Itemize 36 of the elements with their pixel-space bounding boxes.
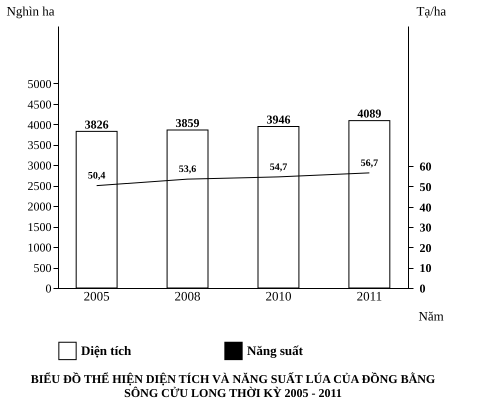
data-label: 53,6	[178, 164, 196, 176]
y-axis-title: Nghìn ha	[6, 4, 55, 18]
y-tick-label: 2500	[28, 179, 52, 194]
data-label: 3946	[266, 112, 290, 126]
y2-tick-label: 50	[420, 180, 432, 194]
y-tick-label: 0	[46, 282, 52, 296]
y2-tick-label: 40	[420, 200, 432, 214]
y-tick-label: 1000	[28, 240, 52, 255]
x-tick-label: 2011	[356, 288, 382, 304]
y2-axis-title: Tạ/ha	[416, 4, 446, 18]
y2-tick-label: 0	[420, 282, 426, 296]
data-label: 4089	[357, 106, 382, 121]
y-tick-label: 5000	[28, 76, 52, 91]
y-tick-label: 2000	[28, 200, 52, 214]
legend-label: Năng suất	[247, 342, 304, 358]
data-label: 3826	[84, 117, 109, 132]
y2-tick-label: 30	[420, 220, 432, 235]
y2-tick-label: 20	[420, 240, 432, 255]
y-tick-label: 4000	[28, 118, 52, 132]
y-tick-label: 1500	[28, 220, 52, 234]
y-tick-label: 500	[34, 261, 52, 276]
y2-tick-label: 60	[420, 160, 432, 174]
x-tick-label: 2008	[174, 288, 201, 304]
data-label: 3859	[176, 116, 200, 130]
y2-tick-label: 10	[420, 261, 432, 276]
y-tick-label: 3500	[28, 138, 52, 152]
legend-label: Diện tích	[81, 342, 132, 358]
x-tick-label: 2005	[84, 288, 110, 304]
x-axis-title: Năm	[418, 308, 444, 324]
data-label: 56,7	[360, 158, 378, 169]
y-tick-label: 3000	[28, 158, 52, 173]
data-label: 54,7	[270, 162, 288, 173]
y-tick-label: 4500	[28, 97, 52, 112]
data-label: 50,4	[88, 170, 106, 182]
x-tick-label: 2010	[265, 288, 292, 304]
text: BIỂU ĐỒ THỂ HIỆN DIỆN TÍCH VÀ NĂNG SUẤT LÚA CỦA ĐỒNG BẰNG SÔNG CỬU LONG THỜI KỲ 2005 - 2011	[30, 372, 436, 400]
